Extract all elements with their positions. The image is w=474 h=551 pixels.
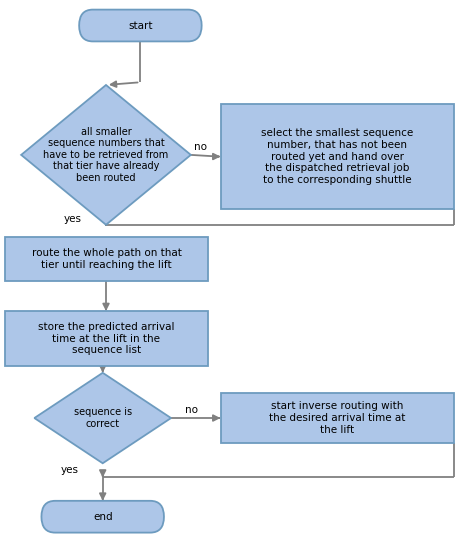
Text: start: start — [128, 20, 153, 30]
FancyBboxPatch shape — [220, 105, 454, 209]
Text: select the smallest sequence
number, that has not been
routed yet and hand over
: select the smallest sequence number, tha… — [261, 128, 413, 185]
Text: all smaller
sequence numbers that
have to be retrieved from
that tier have alrea: all smaller sequence numbers that have t… — [44, 127, 169, 183]
FancyBboxPatch shape — [5, 311, 208, 366]
FancyBboxPatch shape — [79, 9, 201, 41]
FancyBboxPatch shape — [220, 393, 454, 442]
Text: no: no — [184, 406, 198, 415]
Text: end: end — [93, 512, 112, 522]
FancyBboxPatch shape — [5, 237, 208, 281]
Text: route the whole path on that
tier until reaching the lift: route the whole path on that tier until … — [32, 249, 182, 270]
Polygon shape — [35, 373, 171, 463]
Text: store the predicted arrival
time at the lift in the
sequence list: store the predicted arrival time at the … — [38, 322, 175, 355]
Text: sequence is
correct: sequence is correct — [73, 407, 132, 429]
Text: no: no — [194, 142, 208, 152]
Text: yes: yes — [64, 214, 82, 224]
FancyBboxPatch shape — [41, 501, 164, 533]
Polygon shape — [21, 85, 191, 225]
Text: yes: yes — [61, 465, 79, 475]
Text: start inverse routing with
the desired arrival time at
the lift: start inverse routing with the desired a… — [269, 402, 405, 435]
